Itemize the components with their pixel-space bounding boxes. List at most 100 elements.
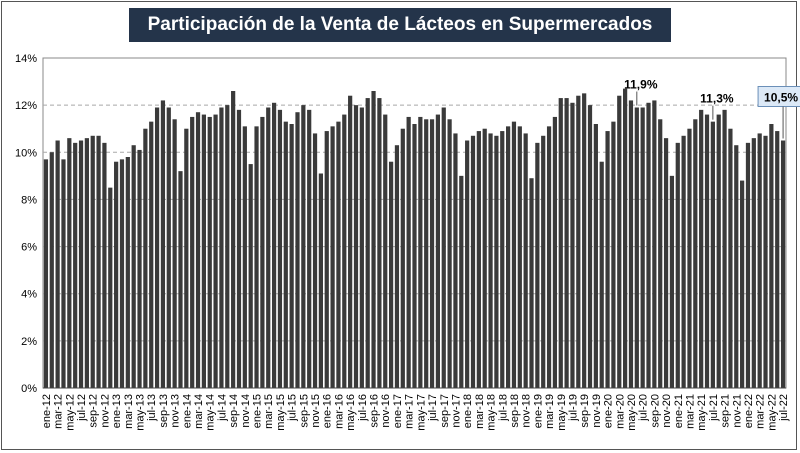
x-tick-label: sep-21 <box>720 394 732 428</box>
bar <box>558 98 563 389</box>
bar <box>184 128 189 388</box>
bar <box>166 107 171 388</box>
bar <box>623 88 628 389</box>
bar <box>506 126 511 388</box>
x-tick-label: nov-17 <box>450 394 462 428</box>
bar <box>740 180 745 388</box>
bar <box>108 187 113 388</box>
bar <box>318 173 323 388</box>
bar <box>307 109 312 388</box>
bar <box>582 93 587 388</box>
bar <box>488 133 493 388</box>
y-tick-label: 0% <box>21 383 37 395</box>
x-tick-label: mar-20 <box>614 394 626 429</box>
x-tick-label: ene-13 <box>111 394 123 428</box>
bar <box>336 121 341 389</box>
y-tick-label: 2% <box>21 336 37 348</box>
x-tick-label: may-16 <box>345 394 357 431</box>
x-tick-label: jul-12 <box>76 394 88 422</box>
bar <box>447 119 452 389</box>
bar <box>195 112 201 388</box>
bar <box>669 175 675 388</box>
annotation-label: 11,9% <box>624 78 658 92</box>
bar <box>465 140 470 388</box>
x-tick-label: nov-16 <box>380 394 392 428</box>
bar <box>658 119 663 389</box>
x-tick-label: jul-20 <box>638 394 650 422</box>
bar <box>353 105 359 389</box>
x-tick-label: jul-13 <box>146 394 158 422</box>
bar <box>90 135 95 388</box>
bar <box>213 114 218 389</box>
bar <box>687 128 692 388</box>
y-tick-label: 6% <box>21 242 37 254</box>
x-tick-label: jul-22 <box>778 394 790 422</box>
bar <box>763 135 768 388</box>
x-tick-label: jul-17 <box>427 394 439 422</box>
bar <box>710 121 715 389</box>
y-tick-label: 4% <box>21 289 37 301</box>
bar <box>96 135 101 388</box>
bar <box>271 102 277 389</box>
bar <box>231 91 236 388</box>
x-tick-label: ene-20 <box>603 394 615 428</box>
annotation-box <box>757 86 800 107</box>
bar <box>494 135 499 388</box>
bar <box>102 142 107 388</box>
bar <box>114 161 119 388</box>
x-tick-label: nov-20 <box>661 394 673 428</box>
bar <box>511 121 517 389</box>
bar <box>611 121 616 389</box>
bar <box>207 116 212 388</box>
x-tick-label: sep-17 <box>439 394 451 428</box>
x-tick-label: mar-22 <box>755 394 767 429</box>
bar <box>295 112 300 388</box>
bar <box>757 133 762 388</box>
x-tick-label: sep-19 <box>579 394 591 428</box>
bar <box>704 114 710 389</box>
x-tick-label: mar-17 <box>404 394 416 429</box>
x-tick-label: sep-16 <box>369 394 381 428</box>
x-tick-label: sep-13 <box>158 394 170 428</box>
x-tick-label: sep-20 <box>649 394 661 428</box>
bar <box>628 100 634 388</box>
bar <box>593 124 598 388</box>
bar <box>646 102 651 389</box>
x-tick-label: may-17 <box>415 394 427 431</box>
bar <box>260 116 265 388</box>
bar <box>576 95 581 388</box>
bar <box>570 102 575 389</box>
x-tick-label: jul-15 <box>287 394 299 422</box>
bar <box>219 107 224 388</box>
x-tick-label: mar-21 <box>684 394 696 429</box>
bar <box>283 121 288 389</box>
x-tick-label: mar-15 <box>263 394 275 429</box>
x-tick-label: ene-17 <box>392 394 404 428</box>
bar <box>324 131 329 389</box>
x-tick-label: may-13 <box>135 394 147 431</box>
bar <box>587 105 593 389</box>
bar <box>780 140 786 388</box>
bar <box>178 171 183 388</box>
bar <box>406 116 411 388</box>
bar <box>236 109 242 388</box>
x-tick-label: mar-13 <box>123 394 135 429</box>
bar <box>728 128 733 388</box>
x-tick-label: may-21 <box>696 394 708 431</box>
y-tick-label: 12% <box>15 100 37 112</box>
bar <box>412 124 417 388</box>
bar <box>160 100 166 388</box>
x-tick-label: nov-12 <box>99 394 111 428</box>
bar <box>61 159 66 388</box>
bar <box>43 159 49 388</box>
bar <box>734 145 739 388</box>
bar <box>67 138 72 388</box>
bar <box>359 107 364 388</box>
x-tick-label: jul-16 <box>357 394 369 422</box>
x-tick-label: ene-19 <box>532 394 544 428</box>
x-tick-label: mar-14 <box>193 394 205 429</box>
bar <box>564 98 569 389</box>
bar <box>125 157 130 388</box>
bar <box>330 126 335 388</box>
bar <box>277 109 283 388</box>
